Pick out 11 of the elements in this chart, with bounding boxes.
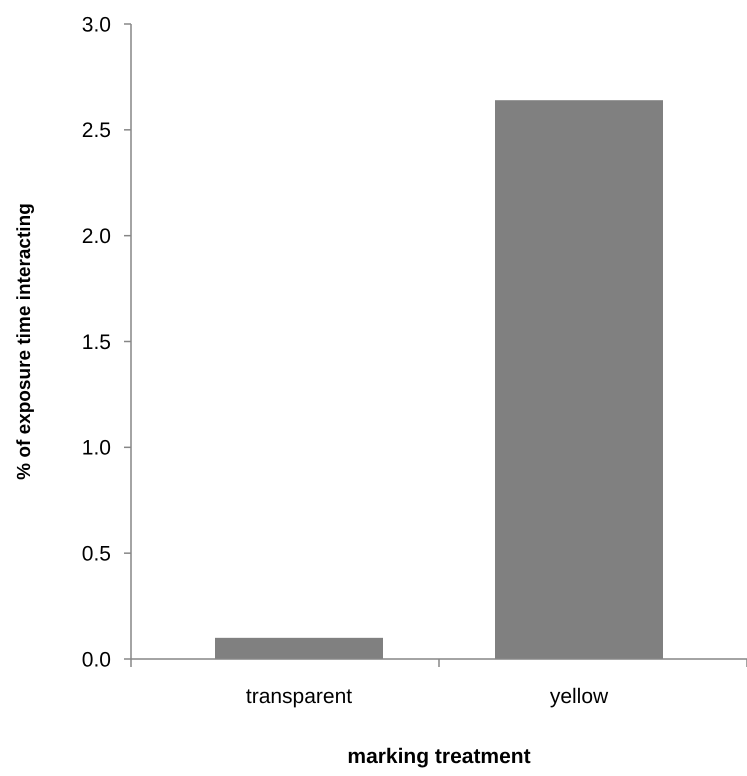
x-tick-label: transparent: [246, 685, 352, 708]
x-tick-label: yellow: [550, 685, 610, 708]
y-tick-label: 1.0: [82, 436, 111, 460]
x-axis-title: marking treatment: [347, 745, 531, 768]
y-tick-label: 3.0: [82, 13, 111, 36]
y-tick-label: 0.5: [82, 542, 111, 566]
y-tick-label: 2.5: [82, 119, 111, 142]
y-tick-label: 2.0: [82, 225, 111, 248]
y-tick-label: 1.5: [82, 330, 111, 354]
y-axis-title: % of exposure time interacting: [14, 203, 35, 480]
y-tick-label: 0.0: [82, 648, 111, 672]
